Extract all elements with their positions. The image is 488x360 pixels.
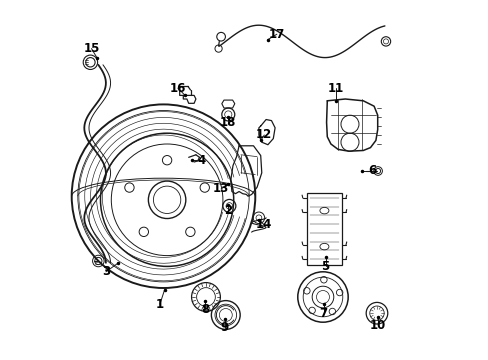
- Text: 14: 14: [256, 219, 272, 231]
- Text: 3: 3: [102, 265, 110, 278]
- Text: 4: 4: [197, 154, 205, 167]
- Text: 11: 11: [327, 82, 344, 95]
- Text: 10: 10: [369, 319, 385, 332]
- Text: 7: 7: [319, 307, 327, 320]
- Text: 15: 15: [83, 42, 100, 55]
- Text: 6: 6: [367, 165, 376, 177]
- Text: 2: 2: [224, 204, 232, 217]
- Text: 16: 16: [169, 82, 186, 95]
- Text: 18: 18: [220, 116, 236, 129]
- Text: 5: 5: [321, 260, 329, 273]
- Text: 9: 9: [220, 321, 228, 334]
- Text: 12: 12: [256, 129, 272, 141]
- Text: 13: 13: [213, 183, 229, 195]
- Text: 17: 17: [268, 28, 285, 41]
- Text: 8: 8: [201, 303, 208, 316]
- Text: 1: 1: [156, 298, 163, 311]
